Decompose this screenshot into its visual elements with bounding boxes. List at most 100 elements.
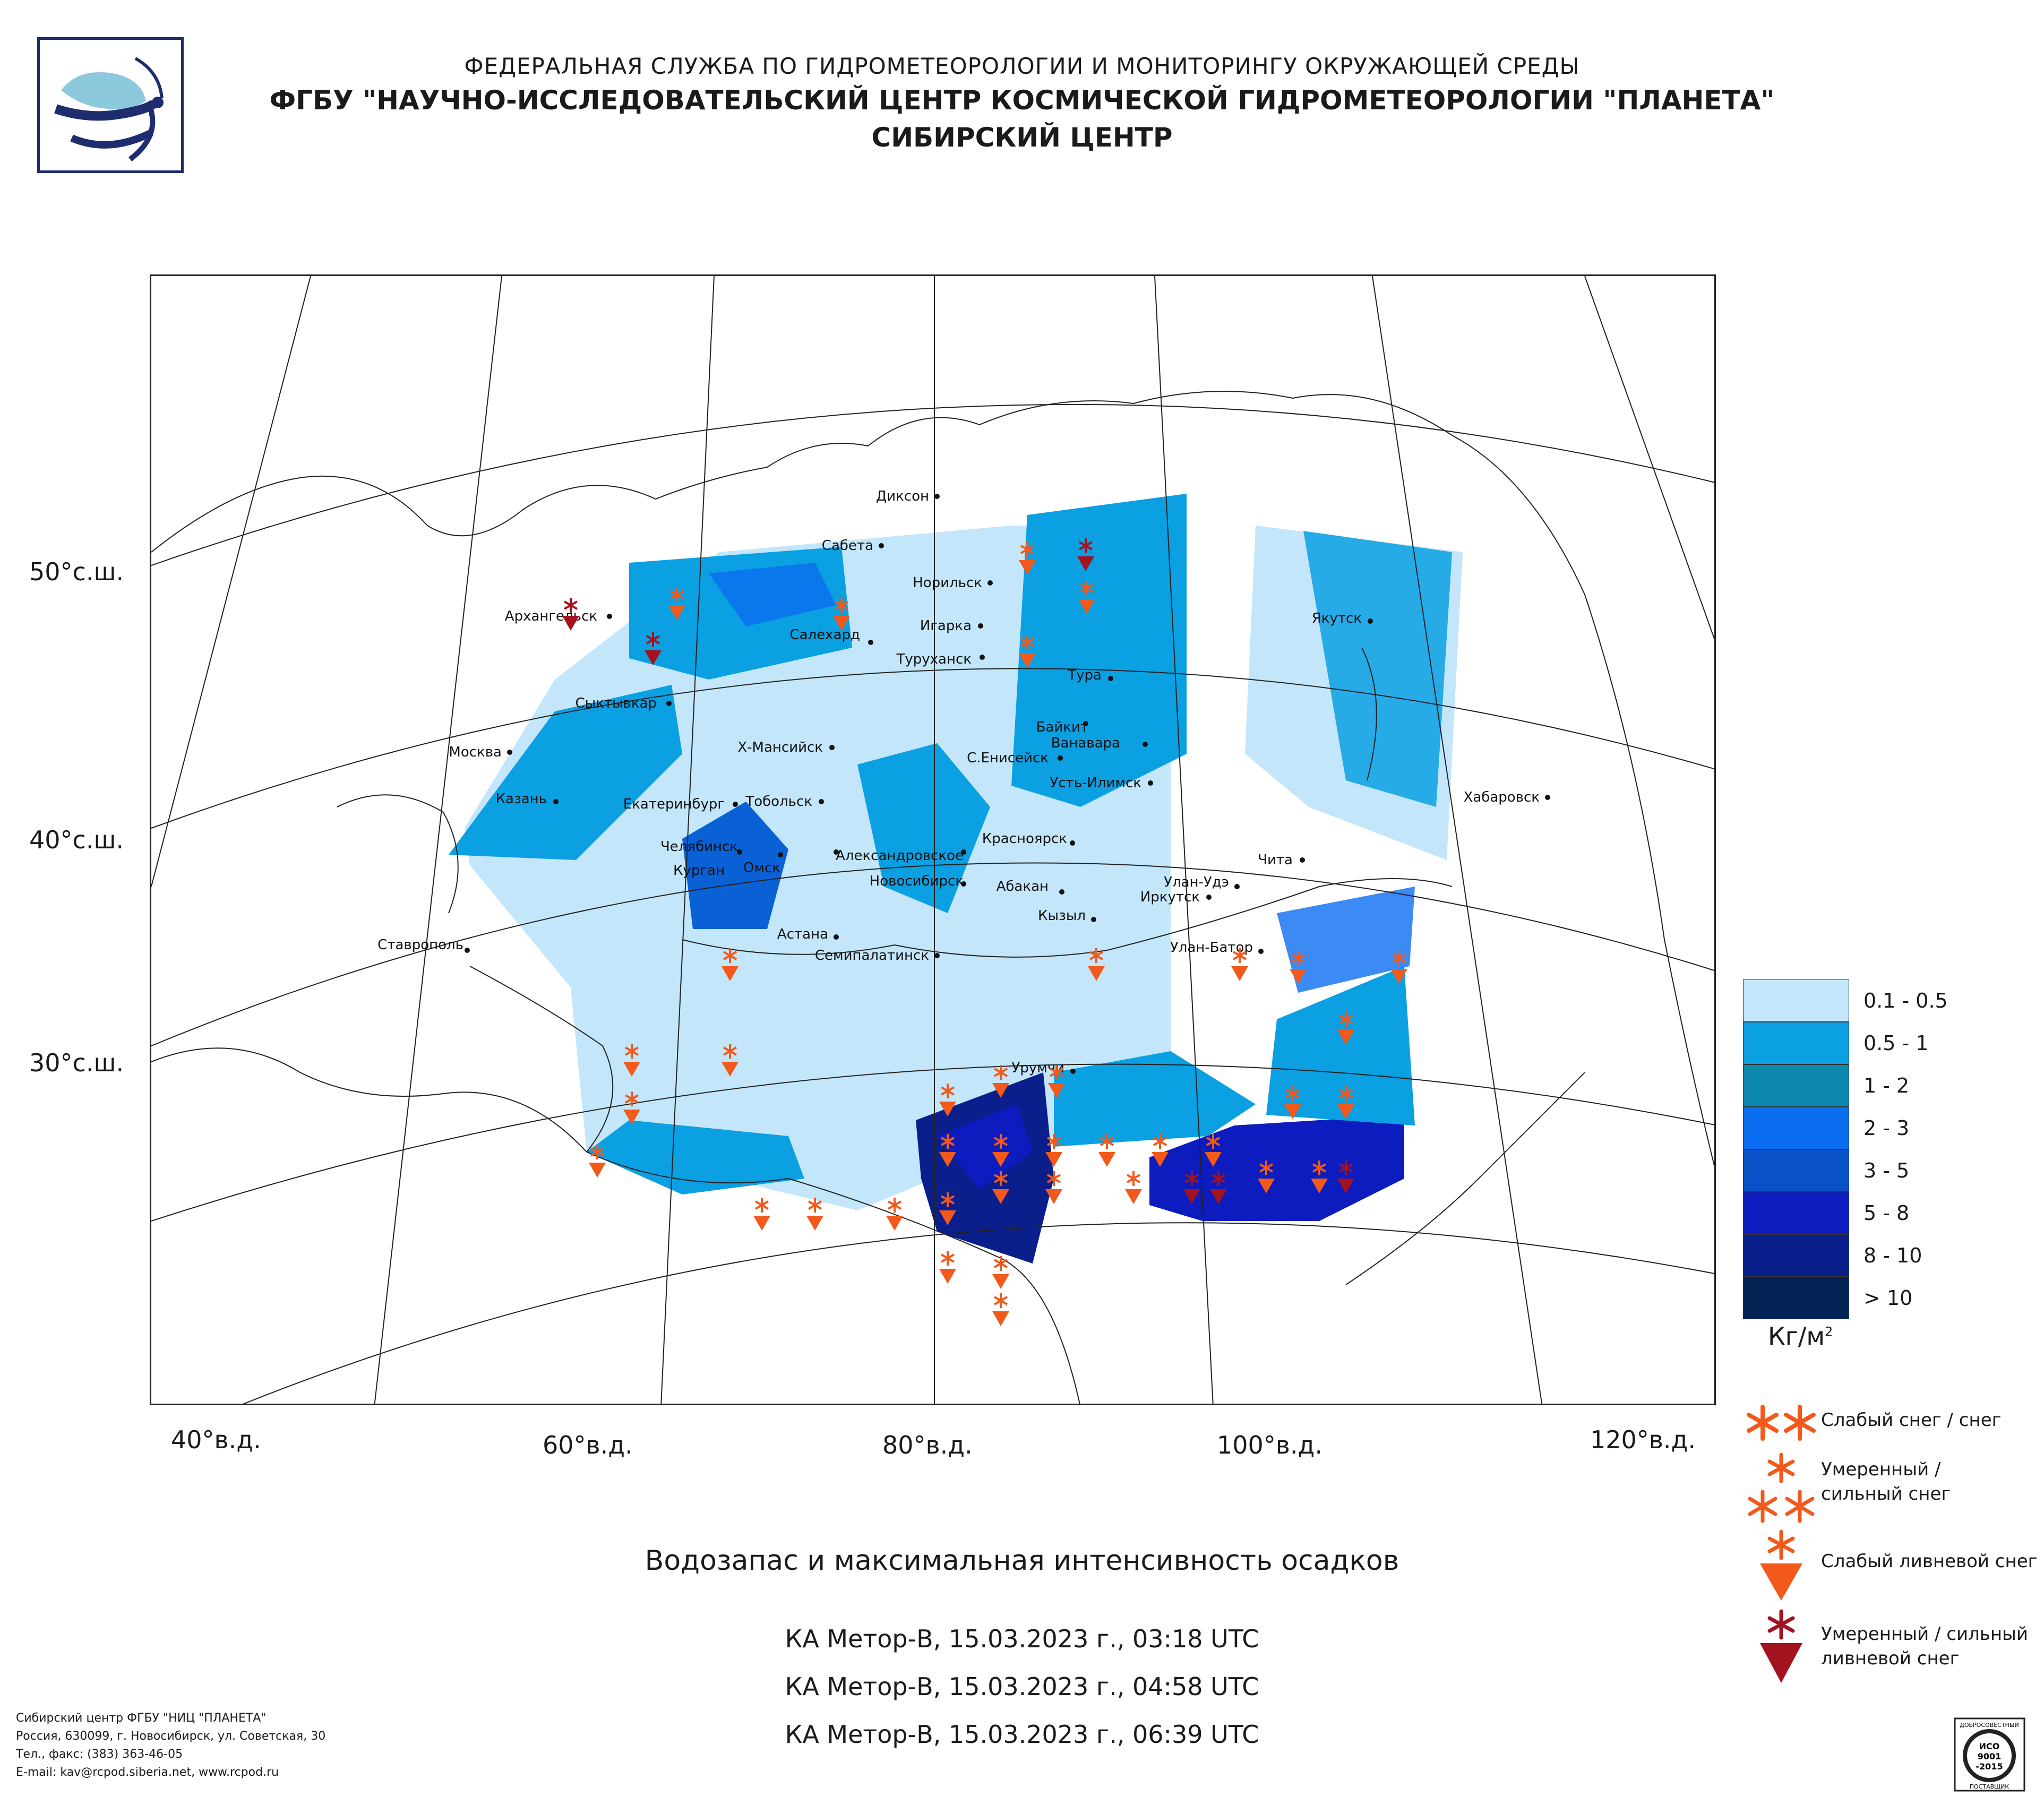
legend-swatch: [1743, 1064, 1849, 1107]
light-snow-icon: [1747, 1405, 1816, 1441]
footer-email[interactable]: E-mail: kav@rcpod.siberia.net, www.rcpod…: [16, 1766, 279, 1779]
city-label: Астана: [777, 926, 828, 942]
city-label: Диксон: [876, 488, 929, 504]
city-label: Хабаровск: [1464, 789, 1540, 805]
moderate-shower-snow-marker: [1183, 1171, 1200, 1204]
light-shower-snow-marker: [1088, 948, 1105, 981]
city-dot: [829, 745, 835, 750]
city-label: Омск: [743, 860, 780, 876]
city-dot: [987, 580, 993, 586]
light-shower-snow-marker: [939, 1084, 956, 1116]
city-dot: [1148, 780, 1153, 786]
city-dot: [507, 750, 512, 755]
light-shower-snow-marker: [1019, 635, 1036, 668]
light-shower-snow-marker: [1258, 1161, 1275, 1193]
legend-range-label: 3 - 5: [1863, 1159, 1910, 1182]
moderate-shower-snow-icon: [1760, 1609, 1802, 1683]
city-label: Курган: [673, 863, 725, 879]
city-label: Усть-Илимск: [1050, 775, 1141, 791]
legend-swatch: [1743, 1107, 1849, 1149]
city-dot: [879, 543, 884, 548]
light-shower-snow-marker: [992, 1134, 1009, 1167]
light-shower-snow-marker: [1284, 1086, 1301, 1119]
light-shower-snow-marker: [623, 1091, 640, 1124]
moderate-shower-snow-label: Умеренный / сильный ливневой снег: [1821, 1623, 2028, 1669]
city-dot: [819, 799, 824, 804]
city-label: Салехард: [789, 627, 860, 643]
light-shower-snow-marker: [1048, 1065, 1065, 1098]
city-label: Кызыл: [1038, 908, 1086, 924]
legend-range-label: 8 - 10: [1863, 1244, 1922, 1267]
footer-address: Россия, 630099, г. Новосибирск, ул. Сове…: [16, 1730, 326, 1743]
legend-range-label: 2 - 3: [1863, 1116, 1910, 1140]
iso-bottom-text: ПОСТАВЩИК: [1970, 1783, 2009, 1790]
light-shower-snow-icon: [1760, 1529, 1802, 1601]
city-label: Иркутск: [1140, 889, 1200, 905]
city-label: Александровское: [836, 848, 964, 864]
map-canvas: Диксон Сабета Норильск Игарка Салехард Туруха…: [151, 276, 1714, 1404]
city-dot: [778, 852, 783, 857]
light-shower-snow-marker: [833, 598, 850, 631]
moderate-shower-snow-marker: [1077, 538, 1094, 571]
light-shower-snow-label: Слабый ливневой снег: [1821, 1551, 2038, 1572]
legend-units: Кг/м2: [1768, 1322, 1833, 1351]
lat-label-50: 50°с.ш.: [29, 557, 124, 586]
lon-label-100: 100°в.д.: [1217, 1431, 1322, 1459]
city-label: Красноярск: [982, 831, 1067, 847]
legend-range-label: 0.1 - 0.5: [1863, 989, 1948, 1012]
city-label: Туруханск: [896, 651, 972, 667]
legend-range-label: 0.5 - 1: [1863, 1032, 1929, 1055]
city-dot: [553, 799, 559, 804]
map-panel[interactable]: Диксон Сабета Норильск Игарка Салехард Туруха…: [150, 274, 1716, 1405]
city-label: Новосибирск: [870, 873, 964, 889]
graticule: [151, 276, 1714, 1404]
light-shower-snow-marker: [1045, 1171, 1062, 1204]
lat-label-30: 30°с.ш.: [29, 1048, 124, 1077]
light-shower-snow-marker: [992, 1065, 1009, 1098]
footer-contacts: Сибирский центр ФГБУ "НИЦ "ПЛАНЕТА" Росс…: [16, 1709, 325, 1782]
city-label: Улан-Удэ: [1164, 874, 1229, 890]
city-dot: [737, 849, 742, 855]
city-dot: [1300, 857, 1305, 863]
city-dot: [1368, 618, 1373, 624]
city-dot: [961, 849, 966, 855]
legend-swatch: [1743, 1149, 1849, 1192]
city-dot: [834, 934, 839, 940]
water-content-field: [449, 494, 1463, 1264]
legend-swatch: [1743, 1277, 1849, 1319]
legend-range-label: 1 - 2: [1863, 1074, 1910, 1097]
city-dot: [1059, 889, 1064, 895]
light-shower-snow-marker: [992, 1293, 1009, 1326]
light-shower-snow-marker: [1311, 1161, 1328, 1193]
light-shower-snow-marker: [1098, 1134, 1115, 1167]
light-shower-snow-marker: [1290, 951, 1307, 984]
legend-range-label: 5 - 8: [1863, 1201, 1910, 1225]
light-shower-snow-marker: [1337, 1012, 1354, 1045]
city-dot: [1091, 917, 1096, 922]
city-label: Ванавара: [1051, 735, 1120, 751]
light-shower-snow-marker: [1337, 1086, 1354, 1119]
header-agency: ФЕДЕРАЛЬНАЯ СЛУЖБА ПО ГИДРОМЕТЕОРОЛОГИИ …: [464, 53, 1580, 79]
city-dot: [1070, 1069, 1076, 1074]
city-label: Тобольск: [745, 794, 812, 810]
city-label: Якутск: [1312, 611, 1362, 626]
moderate-shower-snow-marker: [1337, 1161, 1354, 1193]
city-label: Игарка: [920, 618, 972, 634]
city-markers: Диксон Сабета Норильск Игарка Салехард Туруха…: [377, 488, 1550, 1076]
city-dot: [465, 948, 470, 953]
legend-range-label: > 10: [1863, 1286, 1913, 1310]
city-dot: [666, 701, 672, 706]
city-label: Ставрополь: [377, 937, 463, 953]
light-shower-snow-marker: [1231, 948, 1248, 981]
iso-top-text: ДОБРОСОВЕСТНЫЙ: [1960, 1722, 2019, 1729]
city-dot: [961, 881, 966, 887]
city-dot: [1545, 795, 1550, 800]
light-shower-snow-marker: [623, 1044, 640, 1077]
city-label: Екатеринбург: [623, 796, 725, 812]
precipitation-symbols: [562, 538, 1407, 1326]
light-shower-snow-marker: [722, 1044, 738, 1077]
city-dot: [868, 640, 873, 645]
light-shower-snow-marker: [992, 1256, 1009, 1289]
city-dot: [934, 953, 940, 958]
legend-swatch: [1743, 1234, 1849, 1277]
